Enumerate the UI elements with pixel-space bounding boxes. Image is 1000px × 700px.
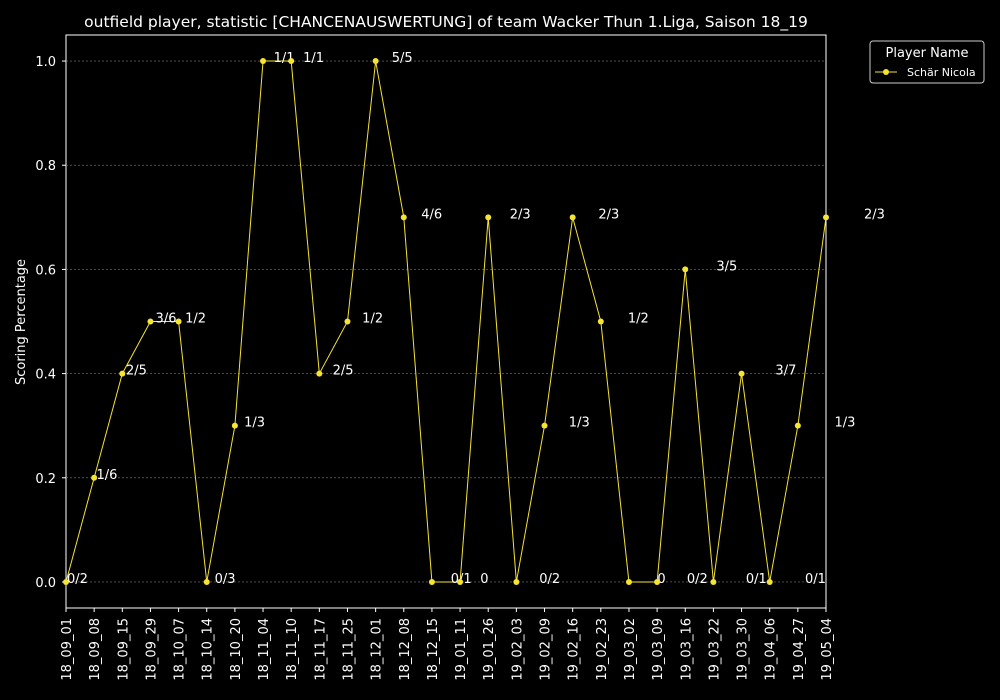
x-tick-label: 18_09_08 — [88, 618, 103, 681]
x-tick-label: 19_03_30 — [736, 618, 751, 681]
legend-box — [869, 40, 985, 84]
data-label: 0 — [657, 572, 665, 587]
x-tick-label: 19_03_09 — [651, 618, 666, 681]
data-point — [119, 370, 126, 377]
data-label: 5/5 — [392, 51, 413, 66]
data-point — [766, 578, 773, 585]
x-tick-label: 18_10_14 — [201, 618, 216, 681]
x-tick-label: 19_03_16 — [679, 618, 694, 681]
x-tick-label: 18_12_15 — [426, 618, 441, 681]
legend-label: Schär Nicola — [907, 66, 976, 79]
series-line — [65, 60, 827, 583]
data-point — [541, 422, 548, 429]
x-tick-label: 18_10_07 — [173, 618, 188, 681]
data-point — [794, 422, 801, 429]
y-tick-label: 0.6 — [35, 263, 56, 278]
data-point — [231, 422, 238, 429]
data-label: 1/3 — [569, 416, 590, 431]
data-label: 0/2 — [687, 572, 708, 587]
data-point — [344, 318, 351, 325]
data-point — [823, 214, 829, 221]
x-tick-label: 18_09_15 — [116, 618, 131, 681]
data-label: 0/1 — [805, 572, 826, 587]
y-tick-label: 0.4 — [35, 368, 56, 383]
data-label: 0/2 — [67, 572, 88, 587]
x-tick-label: 18_11_04 — [257, 618, 272, 681]
x-tick-label: 19_02_09 — [539, 618, 554, 681]
y-tick-label: 0.2 — [35, 472, 56, 487]
x-tick-label: 18_11_17 — [313, 618, 328, 681]
data-label: 0 — [480, 572, 488, 587]
data-point — [428, 578, 435, 585]
y-tick-label: 1.0 — [35, 55, 56, 70]
data-label: 1/6 — [97, 468, 118, 483]
data-point — [288, 58, 295, 65]
data-point — [485, 214, 492, 221]
x-tick-label: 19_02_16 — [567, 618, 582, 681]
x-tick-label: 19_04_27 — [792, 618, 807, 681]
data-label: 0/2 — [539, 572, 560, 587]
legend-title: Player Name — [886, 46, 969, 61]
data-point — [91, 474, 98, 481]
data-label: 1/1 — [303, 51, 324, 66]
x-tick-label: 19_05_04 — [820, 618, 835, 681]
data-point — [682, 266, 689, 273]
data-label: 2/5 — [126, 364, 147, 379]
data-point — [457, 578, 464, 585]
data-point — [569, 214, 576, 221]
data-point — [597, 318, 604, 325]
legend: Player Name Schär Nicola — [869, 40, 985, 84]
data-point — [63, 578, 69, 585]
x-tick-label: 18_09_29 — [144, 618, 159, 681]
x-tick-label: 19_01_11 — [454, 618, 469, 681]
data-label: 3/5 — [716, 259, 737, 274]
y-tick-label: 0.8 — [35, 159, 56, 174]
data-label: 2/3 — [864, 207, 885, 222]
data-label: 1/3 — [244, 416, 265, 431]
data-point — [316, 370, 323, 377]
x-tick-label: 19_02_23 — [595, 618, 610, 681]
data-label: 1/3 — [834, 416, 855, 431]
data-point — [738, 370, 745, 377]
x-tick-label: 18_12_08 — [398, 618, 413, 681]
x-tick-label: 18_11_25 — [341, 618, 356, 681]
data-label: 1/2 — [185, 312, 206, 327]
data-point — [147, 318, 154, 325]
x-tick-label: 18_12_01 — [370, 618, 385, 681]
x-tick-label: 18_09_01 — [60, 618, 75, 681]
data-point — [710, 578, 717, 585]
legend-marker — [883, 69, 889, 75]
x-tick-label: 19_03_02 — [623, 618, 638, 681]
data-label: 0/3 — [215, 572, 236, 587]
x-tick-label: 19_01_26 — [482, 618, 497, 681]
x-tick-label: 19_02_03 — [510, 618, 525, 681]
x-tick-label: 19_04_06 — [764, 618, 779, 681]
data-label: 2/3 — [510, 207, 531, 222]
data-point — [513, 578, 520, 585]
data-point — [203, 578, 210, 585]
data-label: 2/5 — [333, 364, 354, 379]
y-axis-label: Scoring Percentage — [14, 259, 29, 385]
chart-title: outfield player, statistic [CHANCENAUSWE… — [84, 13, 808, 32]
data-point — [175, 318, 182, 325]
data-label: 0/1 — [746, 572, 767, 587]
x-tick-label: 18_10_20 — [229, 618, 244, 681]
data-label: 3/6 — [156, 312, 177, 327]
data-label: 4/6 — [421, 207, 442, 222]
plot-frame — [65, 34, 827, 609]
data-point — [654, 578, 661, 585]
data-label: 1/2 — [628, 312, 649, 327]
data-point — [260, 58, 267, 65]
data-point — [372, 58, 379, 65]
data-label: 1/2 — [362, 312, 383, 327]
data-label: 3/7 — [775, 364, 796, 379]
x-tick-label: 18_11_10 — [285, 618, 300, 681]
data-point — [400, 214, 407, 221]
data-point — [625, 578, 632, 585]
x-tick-label: 19_03_22 — [707, 618, 722, 681]
y-tick-label: 0.0 — [35, 576, 56, 591]
data-label: 2/3 — [598, 207, 619, 222]
